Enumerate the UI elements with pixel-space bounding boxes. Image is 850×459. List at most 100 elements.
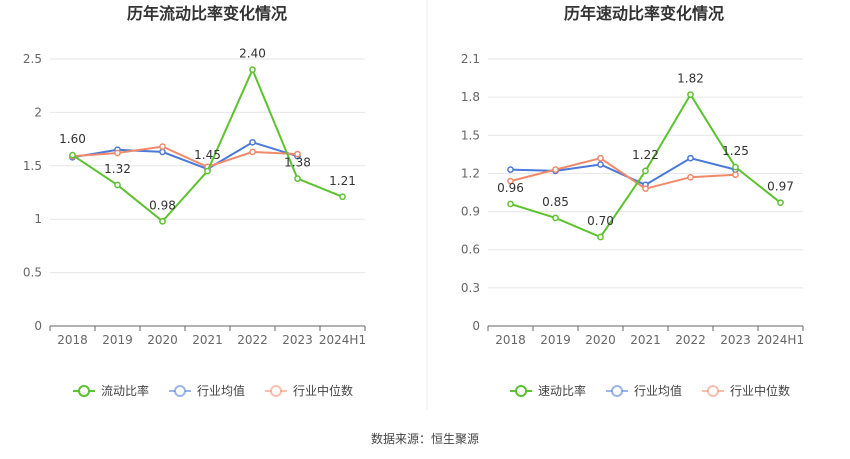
y-tick-label: 0	[34, 319, 42, 333]
x-tick-label: 2019	[540, 333, 571, 347]
legend-item-industry-avg[interactable]: 行业均值	[169, 383, 245, 398]
legend-marker-icon	[707, 385, 719, 397]
data-point-main	[732, 163, 739, 171]
data-point-main	[69, 151, 76, 159]
data-label: 0.96	[497, 181, 524, 195]
data-point-main	[339, 193, 346, 201]
current-ratio-chart: 历年流动比率变化情况 0 0.5 1 1.5 2 2.5 2018 2019 2020 2021 20…	[23, 4, 366, 398]
data-point-main	[204, 167, 211, 175]
x-tick-label: 2021	[630, 333, 661, 347]
x-tick-label: 2019	[102, 333, 133, 347]
data-point-industry-median	[507, 177, 514, 185]
legend-item-main[interactable]: 流动比率	[73, 383, 149, 398]
legend-marker-icon	[515, 385, 527, 397]
y-tick-label: 1.5	[461, 128, 480, 142]
data-point-industry-median	[294, 150, 301, 158]
x-tick-label: 2024H1	[757, 333, 804, 347]
y-tick-label: 1	[34, 212, 42, 226]
legend-label: 流动比率	[101, 383, 149, 398]
y-tick-label: 1.5	[23, 159, 42, 173]
series-line-industry-avg	[72, 141, 298, 171]
data-point-industry-avg	[159, 148, 166, 156]
data-label: 0.98	[149, 198, 176, 212]
x-tick-label: 2022	[237, 333, 268, 347]
x-tick-label: 2018	[57, 333, 88, 347]
data-point-industry-avg	[249, 138, 256, 146]
data-point-main	[507, 200, 514, 208]
data-source: 数据来源：恒生聚源	[371, 431, 479, 446]
x-tick-label: 2020	[147, 333, 178, 347]
data-point-main	[597, 233, 604, 241]
y-tick-label: 2	[34, 105, 42, 119]
data-label: 0.85	[542, 195, 569, 209]
legend-marker-icon	[270, 385, 282, 397]
y-tick-label: 1.2	[461, 166, 480, 180]
y-tick-label: 1.8	[461, 90, 480, 104]
legend-item-industry-median[interactable]: 行业中位数	[265, 383, 353, 398]
data-point-main	[642, 167, 649, 175]
data-point-industry-median	[597, 154, 604, 162]
series-line-industry-median	[510, 157, 736, 190]
y-tick-label: 0	[472, 319, 480, 333]
data-point-main	[777, 199, 784, 207]
chart-title: 历年速动比率变化情况	[564, 4, 724, 23]
data-label: 1.22	[632, 148, 659, 162]
data-point-main	[159, 217, 166, 225]
data-label: 1.82	[677, 72, 704, 86]
data-point-main	[687, 91, 694, 98]
data-point-main	[114, 181, 121, 189]
legend-label: 行业均值	[197, 383, 245, 398]
y-tick-label: 0.3	[461, 281, 480, 295]
x-tick-label: 2024H1	[319, 333, 366, 347]
legend-label: 行业均值	[634, 383, 682, 398]
data-label: 1.45	[194, 148, 221, 162]
y-tick-label: 2.5	[23, 52, 42, 66]
data-point-main	[249, 66, 256, 74]
data-point-industry-median	[687, 173, 694, 181]
data-label: 0.70	[587, 214, 614, 228]
data-point-main	[294, 175, 301, 182]
legend-marker-icon	[78, 385, 90, 397]
legend-item-industry-median[interactable]: 行业中位数	[702, 383, 790, 398]
x-tick-label: 2018	[495, 333, 526, 347]
data-point-industry-avg	[687, 154, 694, 162]
x-tick-label: 2022	[675, 333, 706, 347]
legend-item-industry-avg[interactable]: 行业均值	[606, 383, 682, 398]
x-tick-label: 2021	[192, 333, 223, 347]
series-line-main	[510, 92, 782, 239]
series-line-main	[71, 67, 343, 223]
data-label: 1.21	[329, 174, 356, 188]
quick-ratio-chart: 历年速动比率变化情况 0 0.3 0.6 0.9 1.2 1.5 1.8 2.1 2018 2019…	[461, 4, 804, 398]
legend-label: 速动比率	[538, 383, 586, 398]
legend-marker-icon	[174, 385, 186, 397]
y-tick-label: 0.6	[461, 243, 480, 257]
data-point-industry-median	[732, 171, 739, 179]
chart-title: 历年流动比率变化情况	[127, 4, 287, 23]
data-point-industry-median	[159, 143, 166, 150]
data-point-industry-median	[249, 148, 256, 156]
y-tick-label: 0.9	[461, 205, 480, 219]
x-tick-label: 2020	[585, 333, 616, 347]
data-label: 1.60	[59, 132, 86, 146]
data-point-industry-median	[552, 166, 559, 173]
data-label: 1.32	[104, 162, 131, 176]
data-label: 0.97	[767, 180, 794, 194]
data-point-industry-median	[642, 185, 649, 193]
y-tick-label: 2.1	[461, 52, 480, 66]
legend-label: 行业中位数	[730, 383, 790, 398]
y-tick-label: 0.5	[23, 266, 42, 280]
data-label: 1.38	[284, 156, 311, 170]
legend-marker-icon	[611, 385, 623, 397]
series-line-industry-median	[72, 145, 298, 168]
data-point-industry-median	[114, 149, 121, 157]
data-point-industry-avg	[597, 161, 604, 168]
data-label: 2.40	[239, 47, 266, 61]
x-tick-label: 2023	[282, 333, 313, 347]
legend-item-main[interactable]: 速动比率	[510, 383, 586, 398]
data-point-industry-avg	[507, 166, 514, 173]
x-tick-label: 2023	[720, 333, 751, 347]
data-point-main	[552, 214, 559, 222]
data-label: 1.25	[722, 144, 749, 158]
legend-label: 行业中位数	[293, 383, 353, 398]
